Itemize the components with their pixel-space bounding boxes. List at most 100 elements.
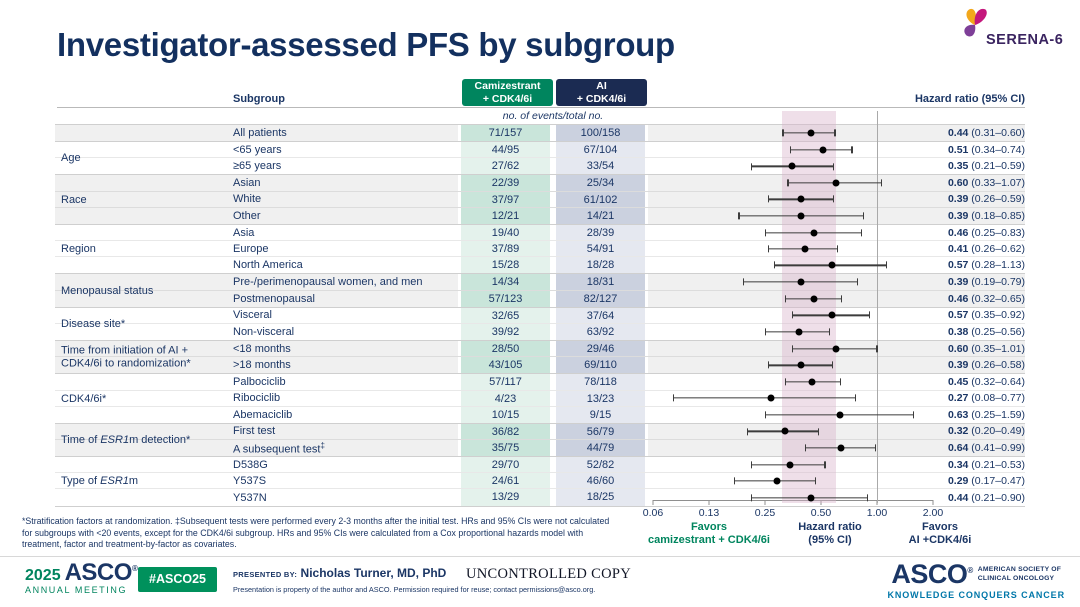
camizestrant-events-cell: 32/65	[458, 307, 553, 323]
hazard-ratio-cell: 0.45 (0.32–0.64)	[947, 375, 1025, 388]
forest-plot-cell	[648, 241, 935, 256]
ci-whisker	[672, 393, 856, 403]
subgroup-label: Pre-/perimenopausal women, and men	[233, 275, 423, 288]
presented-by-block: PRESENTED BY: Nicholas Turner, MD, PhD P…	[233, 566, 595, 594]
camizestrant-events-cell: 57/123	[458, 290, 553, 307]
forest-plot-cell	[648, 125, 935, 141]
hazard-ratio-cell: 0.39 (0.18–0.85)	[947, 209, 1025, 222]
hazard-ratio-axis-label: Hazard ratio (95% CI)	[755, 521, 905, 547]
camizestrant-events-cell: 27/62	[458, 158, 553, 175]
hr-point	[807, 494, 815, 502]
ai-events-cell: 56/79	[553, 423, 648, 439]
forest-plot-cell	[648, 257, 935, 273]
forest-plot-cell	[648, 374, 935, 389]
hazard-ratio-cell: 0.29 (0.17–0.47)	[947, 474, 1025, 487]
hr-point	[797, 278, 805, 286]
subgroup-label: Non-visceral	[233, 325, 295, 338]
axis-tick-label: 0.13	[698, 507, 720, 519]
table-row: A subsequent test‡ 35/75 44/79 0.64 (0.41–0…	[55, 439, 1025, 457]
forest-plot-cell	[648, 308, 935, 323]
forest-plot-cell	[648, 175, 935, 190]
favors-camizestrant-label: Favors camizestrant + CDK4/6i	[609, 521, 809, 547]
subgroup-label: Ribociclib	[233, 392, 281, 405]
serena-6-logo: SERENA-6	[940, 6, 1070, 50]
axis-tick-label: 2.00	[922, 507, 944, 519]
ai-events-cell: 29/46	[553, 341, 648, 357]
hr-point	[795, 328, 803, 336]
hazard-ratio-cell: 0.44 (0.31–0.60)	[947, 127, 1025, 140]
forest-plot-cell	[648, 158, 935, 174]
camizestrant-events-cell: 24/61	[458, 473, 553, 489]
subgroup-category-label: CDK4/6i*	[61, 392, 107, 405]
table-row: Non-visceral 39/92 63/92 0.38 (0.25–0.56)	[55, 323, 1025, 341]
subgroup-block: Race Asian 22/39 25/34 0.60 (0.33–1.07) White…	[55, 174, 1025, 224]
table-row: North America 15/28 18/28 0.57 (0.28–1.13)	[55, 257, 1025, 274]
hr-point	[808, 378, 816, 386]
forest-plot-cell	[648, 208, 935, 224]
subgroup-label: All patients	[233, 127, 287, 140]
favors-ai-label: Favors AI +CDK4/6i	[865, 521, 1015, 547]
table-row: Palbociclib 57/117 78/118 0.45 (0.32–0.64)	[55, 374, 1025, 391]
camizestrant-events-cell: 37/89	[458, 241, 553, 257]
table-row: Abemaciclib 10/15 9/15 0.63 (0.25–1.59)	[55, 406, 1025, 423]
hr-point	[837, 444, 845, 452]
camizestrant-events-cell: 22/39	[458, 175, 553, 191]
asco-annual-meeting-logo: 2025 ASCO® ANNUAL MEETING	[25, 561, 138, 596]
forest-plot-cell	[648, 357, 935, 373]
camizestrant-events-cell: 4/23	[458, 390, 553, 406]
hr-point	[797, 195, 805, 203]
favors-left-line2: camizestrant + CDK4/6i	[648, 534, 770, 547]
hazard-ratio-cell: 0.32 (0.20–0.49)	[947, 425, 1025, 438]
hashtag-badge: #ASCO25	[138, 567, 217, 592]
axis-tick	[876, 500, 878, 505]
table-row: Y537S 24/61 46/60 0.29 (0.17–0.47)	[55, 473, 1025, 490]
ai-events-cell: 44/79	[553, 439, 648, 457]
table-row: Asia 19/40 28/39 0.46 (0.25–0.83)	[55, 224, 1025, 242]
subgroup-block: Menopausal status Pre-/perimenopausal wom…	[55, 273, 1025, 307]
forest-plot-cell	[648, 440, 935, 456]
axis-tick	[708, 500, 710, 505]
hazard-ratio-cell: 0.64 (0.41–0.99)	[947, 442, 1025, 455]
asco-org-word: ASCO	[891, 559, 968, 589]
subgroup-label: ≥65 years	[233, 160, 282, 173]
table-row: Postmenopausal 57/123 82/127 0.46 (0.32–0.6…	[55, 290, 1025, 307]
hazard-ratio-cell: 0.46 (0.25–0.83)	[947, 226, 1025, 239]
hazard-ratio-cell: 0.39 (0.26–0.59)	[947, 193, 1025, 206]
ai-events-cell: 18/28	[553, 257, 648, 274]
subgroup-label: Europe	[233, 242, 269, 255]
subgroup-label: A subsequent test‡	[233, 440, 325, 456]
hr-point	[797, 212, 805, 220]
hazard-ratio-cell: 0.46 (0.32–0.65)	[947, 292, 1025, 305]
disclaimer-text: Presentation is property of the author a…	[233, 585, 596, 594]
camizestrant-events-cell: 39/92	[458, 323, 553, 341]
camizestrant-events-cell: 28/50	[458, 341, 553, 357]
subgroup-label: First test	[233, 425, 276, 438]
ai-events-cell: 14/21	[553, 207, 648, 224]
axis-tick-label: 0.50	[810, 507, 832, 519]
subgroup-category-label: Time of ESR1m detection*	[61, 433, 191, 446]
forest-plot-cell	[648, 341, 935, 356]
ai-events-cell: 25/34	[553, 175, 648, 191]
subgroup-label: Y537S	[233, 474, 267, 487]
axis-tick-label: 0.06	[642, 507, 664, 519]
subgroup-category-label: Disease site*	[61, 317, 126, 330]
forest-plot-cell	[648, 291, 935, 307]
subgroup-block: Age <65 years 44/95 67/104 0.51 (0.34–0.74) ≥…	[55, 141, 1025, 175]
ai-events-cell: 54/91	[553, 241, 648, 257]
subgroup-block: Time from initiation of AI + CDK4/6i to …	[55, 340, 1025, 374]
arm-camizestrant-header: Camizestrant + CDK4/6i	[462, 79, 553, 106]
camizestrant-events-cell: 43/105	[458, 357, 553, 374]
hr-point	[773, 477, 781, 485]
axis-tick	[652, 500, 654, 505]
ai-events-cell: 9/15	[553, 406, 648, 423]
table-row: Pre-/perimenopausal women, and men 14/34 1…	[55, 274, 1025, 291]
ai-events-cell: 28/39	[553, 224, 648, 241]
hazard-ratio-cell: 0.51 (0.34–0.74)	[947, 143, 1025, 156]
camizestrant-events-cell: 36/82	[458, 423, 553, 439]
hr-point	[801, 245, 809, 253]
hazard-ratio-cell: 0.38 (0.25–0.56)	[947, 325, 1025, 338]
presenter-name: Nicholas Turner, MD, PhD	[300, 566, 447, 580]
hazard-ratio-cell: 0.39 (0.26–0.58)	[947, 359, 1025, 372]
hazard-ratio-cell: 0.60 (0.35–1.01)	[947, 342, 1025, 355]
